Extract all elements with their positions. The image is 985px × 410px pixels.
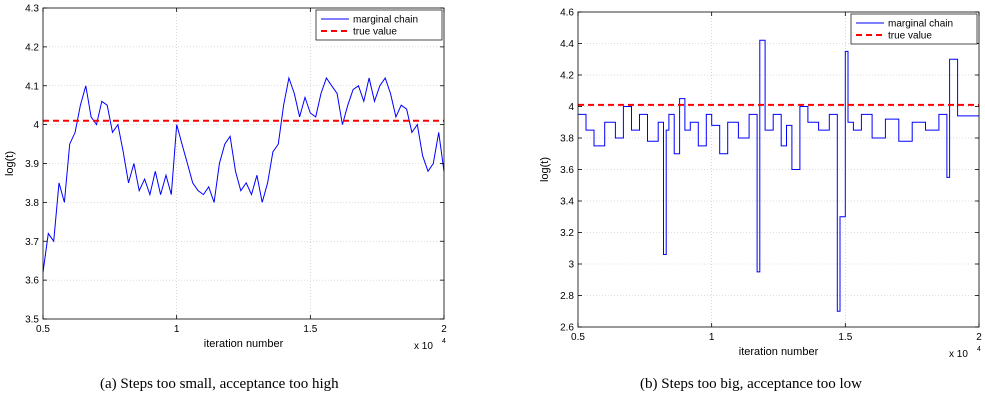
y-tick-label: 3.7 xyxy=(25,237,39,248)
y-tick-label: 4.4 xyxy=(560,39,574,50)
y-tick-label: 3.9 xyxy=(25,159,39,170)
y-tick-label: 3.6 xyxy=(560,165,574,176)
y-tick-label: 2.8 xyxy=(560,291,574,302)
y-tick-label: 3.2 xyxy=(560,228,574,239)
x-tick-label: 0.5 xyxy=(36,324,50,335)
y-tick-label: 3.5 xyxy=(25,315,39,326)
y-tick-label: 3 xyxy=(568,260,574,271)
legend-label: true value xyxy=(888,31,932,42)
y-tick-label: 4.2 xyxy=(560,71,574,82)
y-tick-label: 4 xyxy=(33,120,39,131)
y-tick-label: 4.6 xyxy=(560,8,574,19)
x-axis-multiplier-exponent: 4 xyxy=(977,346,981,353)
x-tick-label: 1.5 xyxy=(303,324,317,335)
y-tick-label: 4.2 xyxy=(25,42,39,53)
y-tick-label: 3.8 xyxy=(560,134,574,145)
caption-a: (a) Steps too small, acceptance too high xyxy=(100,376,339,392)
y-axis-label: log(t) xyxy=(539,157,551,182)
legend-label: true value xyxy=(353,27,397,38)
legend-label: marginal chain xyxy=(888,19,953,30)
x-tick-label: 0.5 xyxy=(571,332,585,343)
legend-box xyxy=(315,9,443,41)
y-tick-label: 3.6 xyxy=(25,276,39,287)
y-tick-label: 2.6 xyxy=(560,323,574,334)
x-axis-multiplier: x 10 xyxy=(949,349,968,360)
x-tick-label: 2 xyxy=(441,324,447,335)
marginal-chain-line xyxy=(42,76,445,273)
x-axis-multiplier-exponent: 4 xyxy=(442,338,446,345)
chart-a: 0.5 1 1.5 2 3.5 3.6 3.7 3.8 3.9 4 4.1 4.2 4.3 iterati… xyxy=(4,4,447,353)
x-tick-label: 1.5 xyxy=(838,332,852,343)
x-axis-multiplier: x 10 xyxy=(414,341,433,352)
y-tick-label: 3.8 xyxy=(25,198,39,209)
x-tick-label: 1 xyxy=(709,332,715,343)
chart-b: 0.5 1 1.5 2 2.6 2.8 3 3.2 3.4 3.6 3.8 4 4.2 4.4 4.6 ite… xyxy=(539,8,982,361)
x-axis-label: iteration number xyxy=(204,338,284,350)
y-axis-label: log(t) xyxy=(4,151,16,176)
y-tick-label: 4.1 xyxy=(25,81,39,92)
y-tick-label: 3.4 xyxy=(560,197,574,208)
legend-label: marginal chain xyxy=(353,15,418,26)
caption-b: (b) Steps too big, acceptance too low xyxy=(640,376,863,392)
y-tick-label: 4 xyxy=(568,102,574,113)
x-tick-label: 1 xyxy=(174,324,180,335)
marginal-chain-line xyxy=(578,39,979,312)
x-tick-label: 2 xyxy=(976,332,982,343)
x-axis-label: iteration number xyxy=(739,346,819,358)
y-tick-label: 4.3 xyxy=(25,4,39,15)
legend-box xyxy=(850,13,978,45)
